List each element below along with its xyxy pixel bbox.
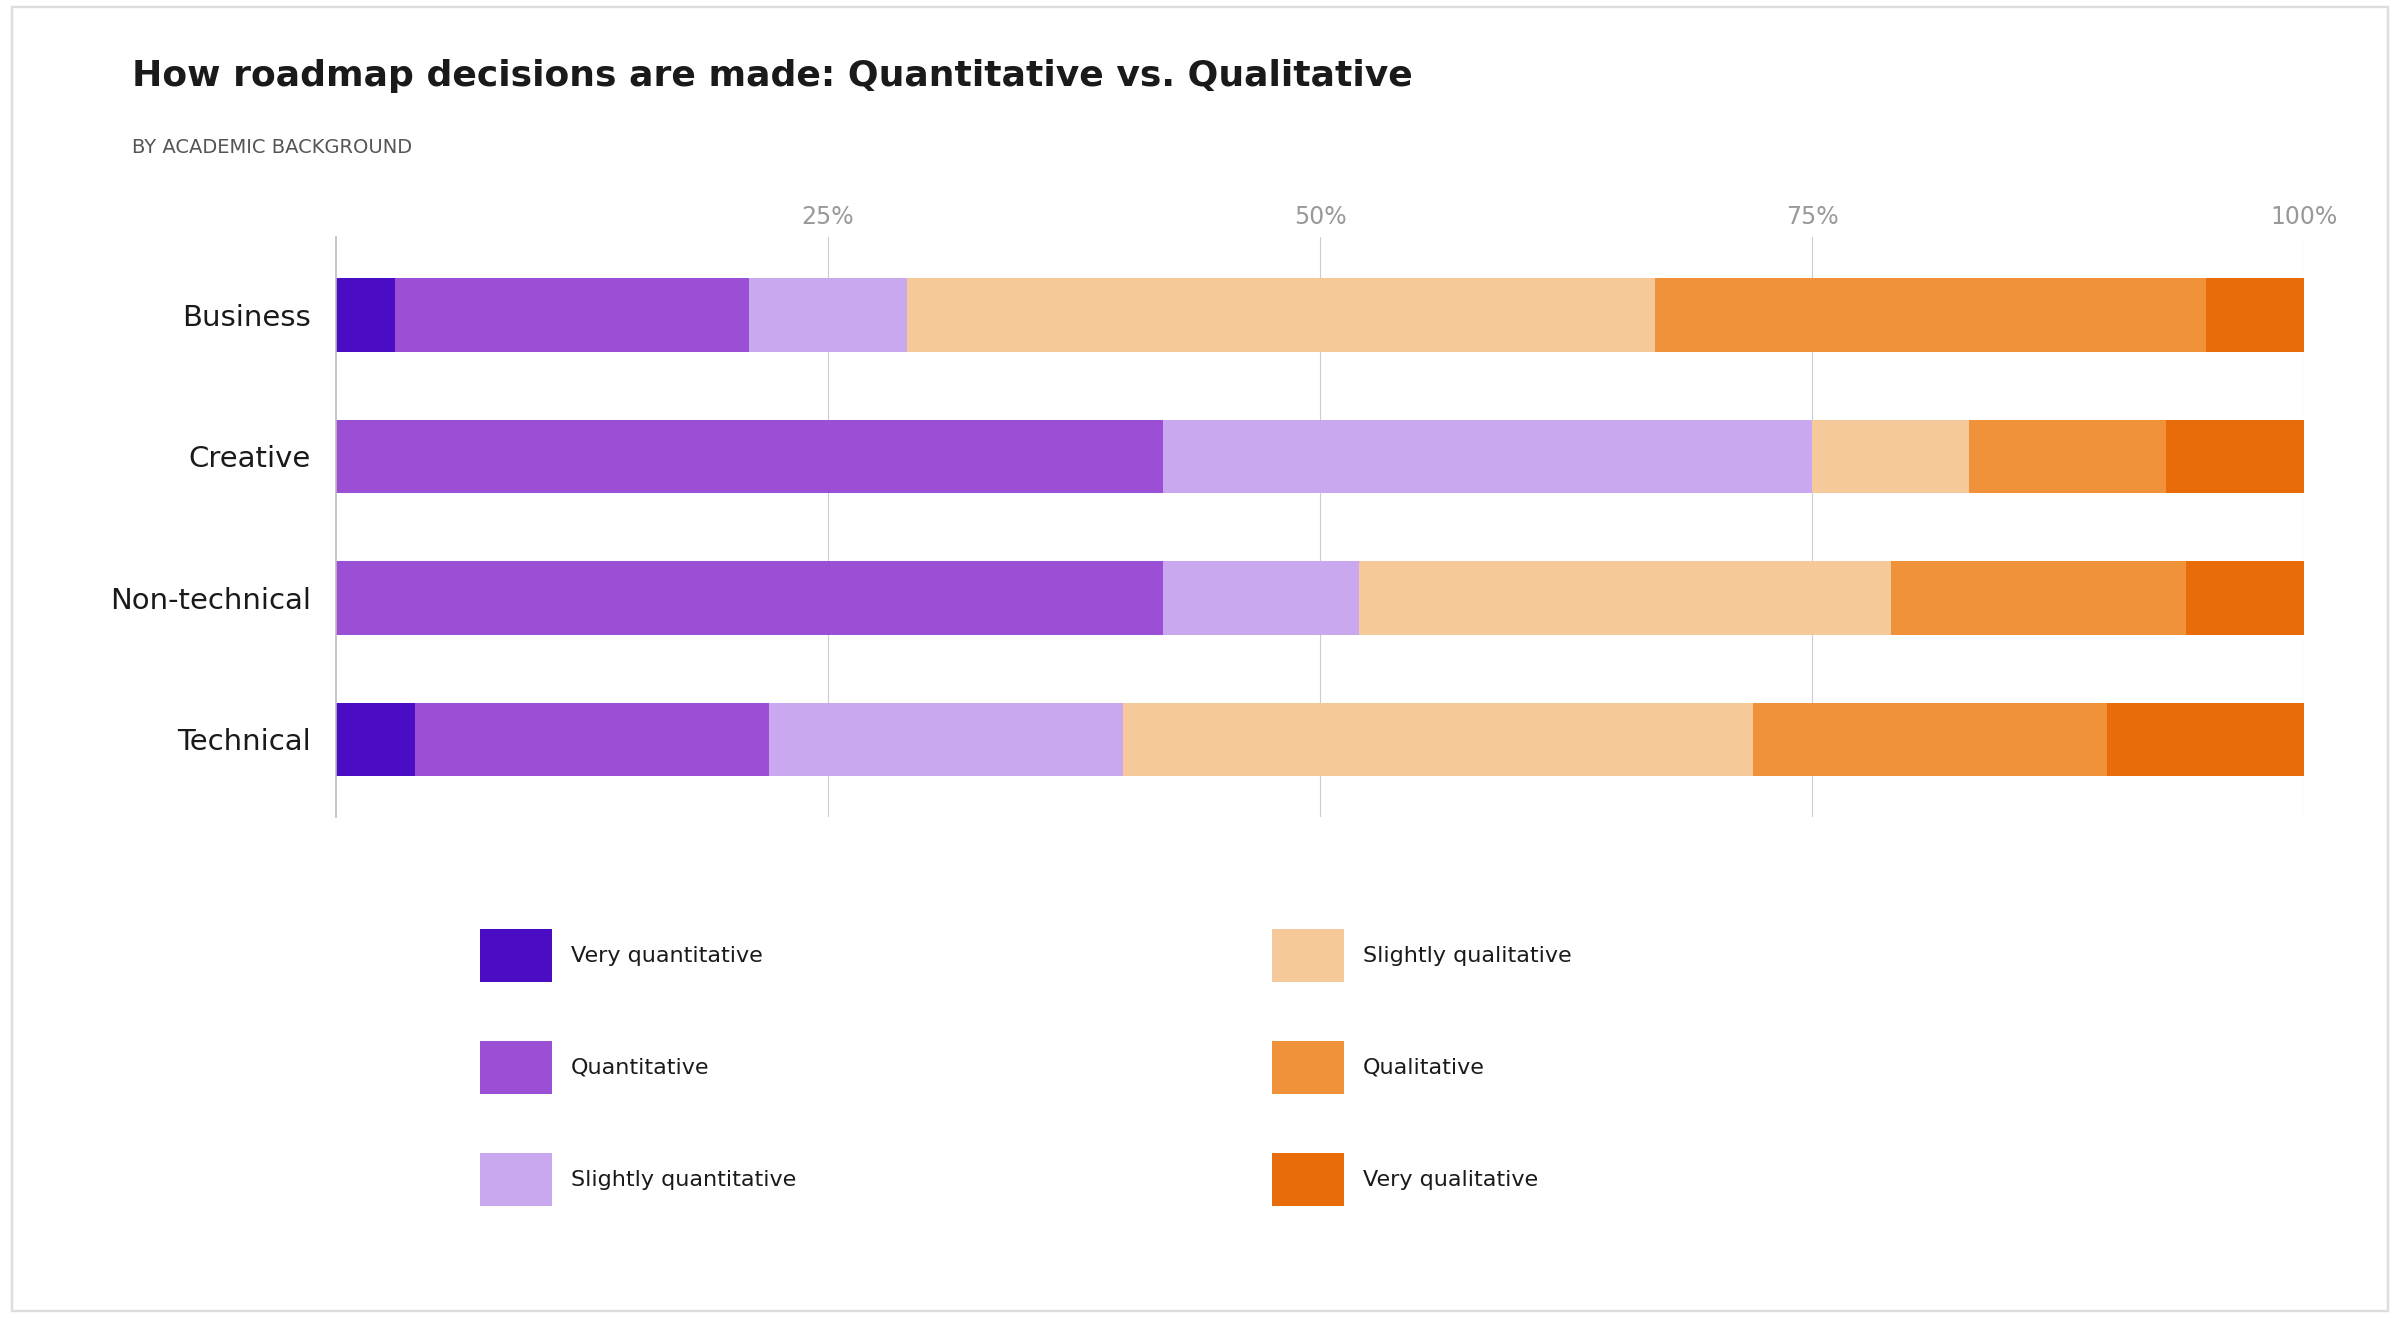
Text: Very qualitative: Very qualitative bbox=[1363, 1169, 1538, 1190]
Bar bbox=[2206, 278, 2304, 352]
Bar bbox=[1358, 561, 1891, 635]
Bar bbox=[2167, 419, 2304, 493]
Bar bbox=[336, 561, 1162, 635]
Bar bbox=[2107, 702, 2304, 776]
Bar bbox=[1812, 419, 1970, 493]
Bar bbox=[336, 419, 1162, 493]
Text: How roadmap decisions are made: Quantitative vs. Qualitative: How roadmap decisions are made: Quantita… bbox=[132, 59, 1414, 94]
Bar bbox=[1891, 561, 2186, 635]
Text: BY ACADEMIC BACKGROUND: BY ACADEMIC BACKGROUND bbox=[132, 138, 413, 157]
Bar bbox=[1752, 702, 2107, 776]
Bar bbox=[749, 278, 907, 352]
Bar bbox=[907, 278, 1654, 352]
Text: Slightly quantitative: Slightly quantitative bbox=[571, 1169, 797, 1190]
Bar bbox=[1162, 419, 1812, 493]
Bar bbox=[336, 278, 396, 352]
Bar bbox=[396, 278, 749, 352]
Bar bbox=[768, 702, 1123, 776]
Text: Slightly qualitative: Slightly qualitative bbox=[1363, 945, 1572, 966]
Text: Qualitative: Qualitative bbox=[1363, 1057, 1486, 1078]
Bar bbox=[336, 702, 415, 776]
Bar bbox=[1162, 561, 1358, 635]
Bar bbox=[2186, 561, 2304, 635]
Text: Quantitative: Quantitative bbox=[571, 1057, 710, 1078]
Text: Very quantitative: Very quantitative bbox=[571, 945, 763, 966]
Bar bbox=[1970, 419, 2167, 493]
Bar bbox=[1123, 702, 1752, 776]
Bar bbox=[415, 702, 768, 776]
Bar bbox=[1654, 278, 2206, 352]
